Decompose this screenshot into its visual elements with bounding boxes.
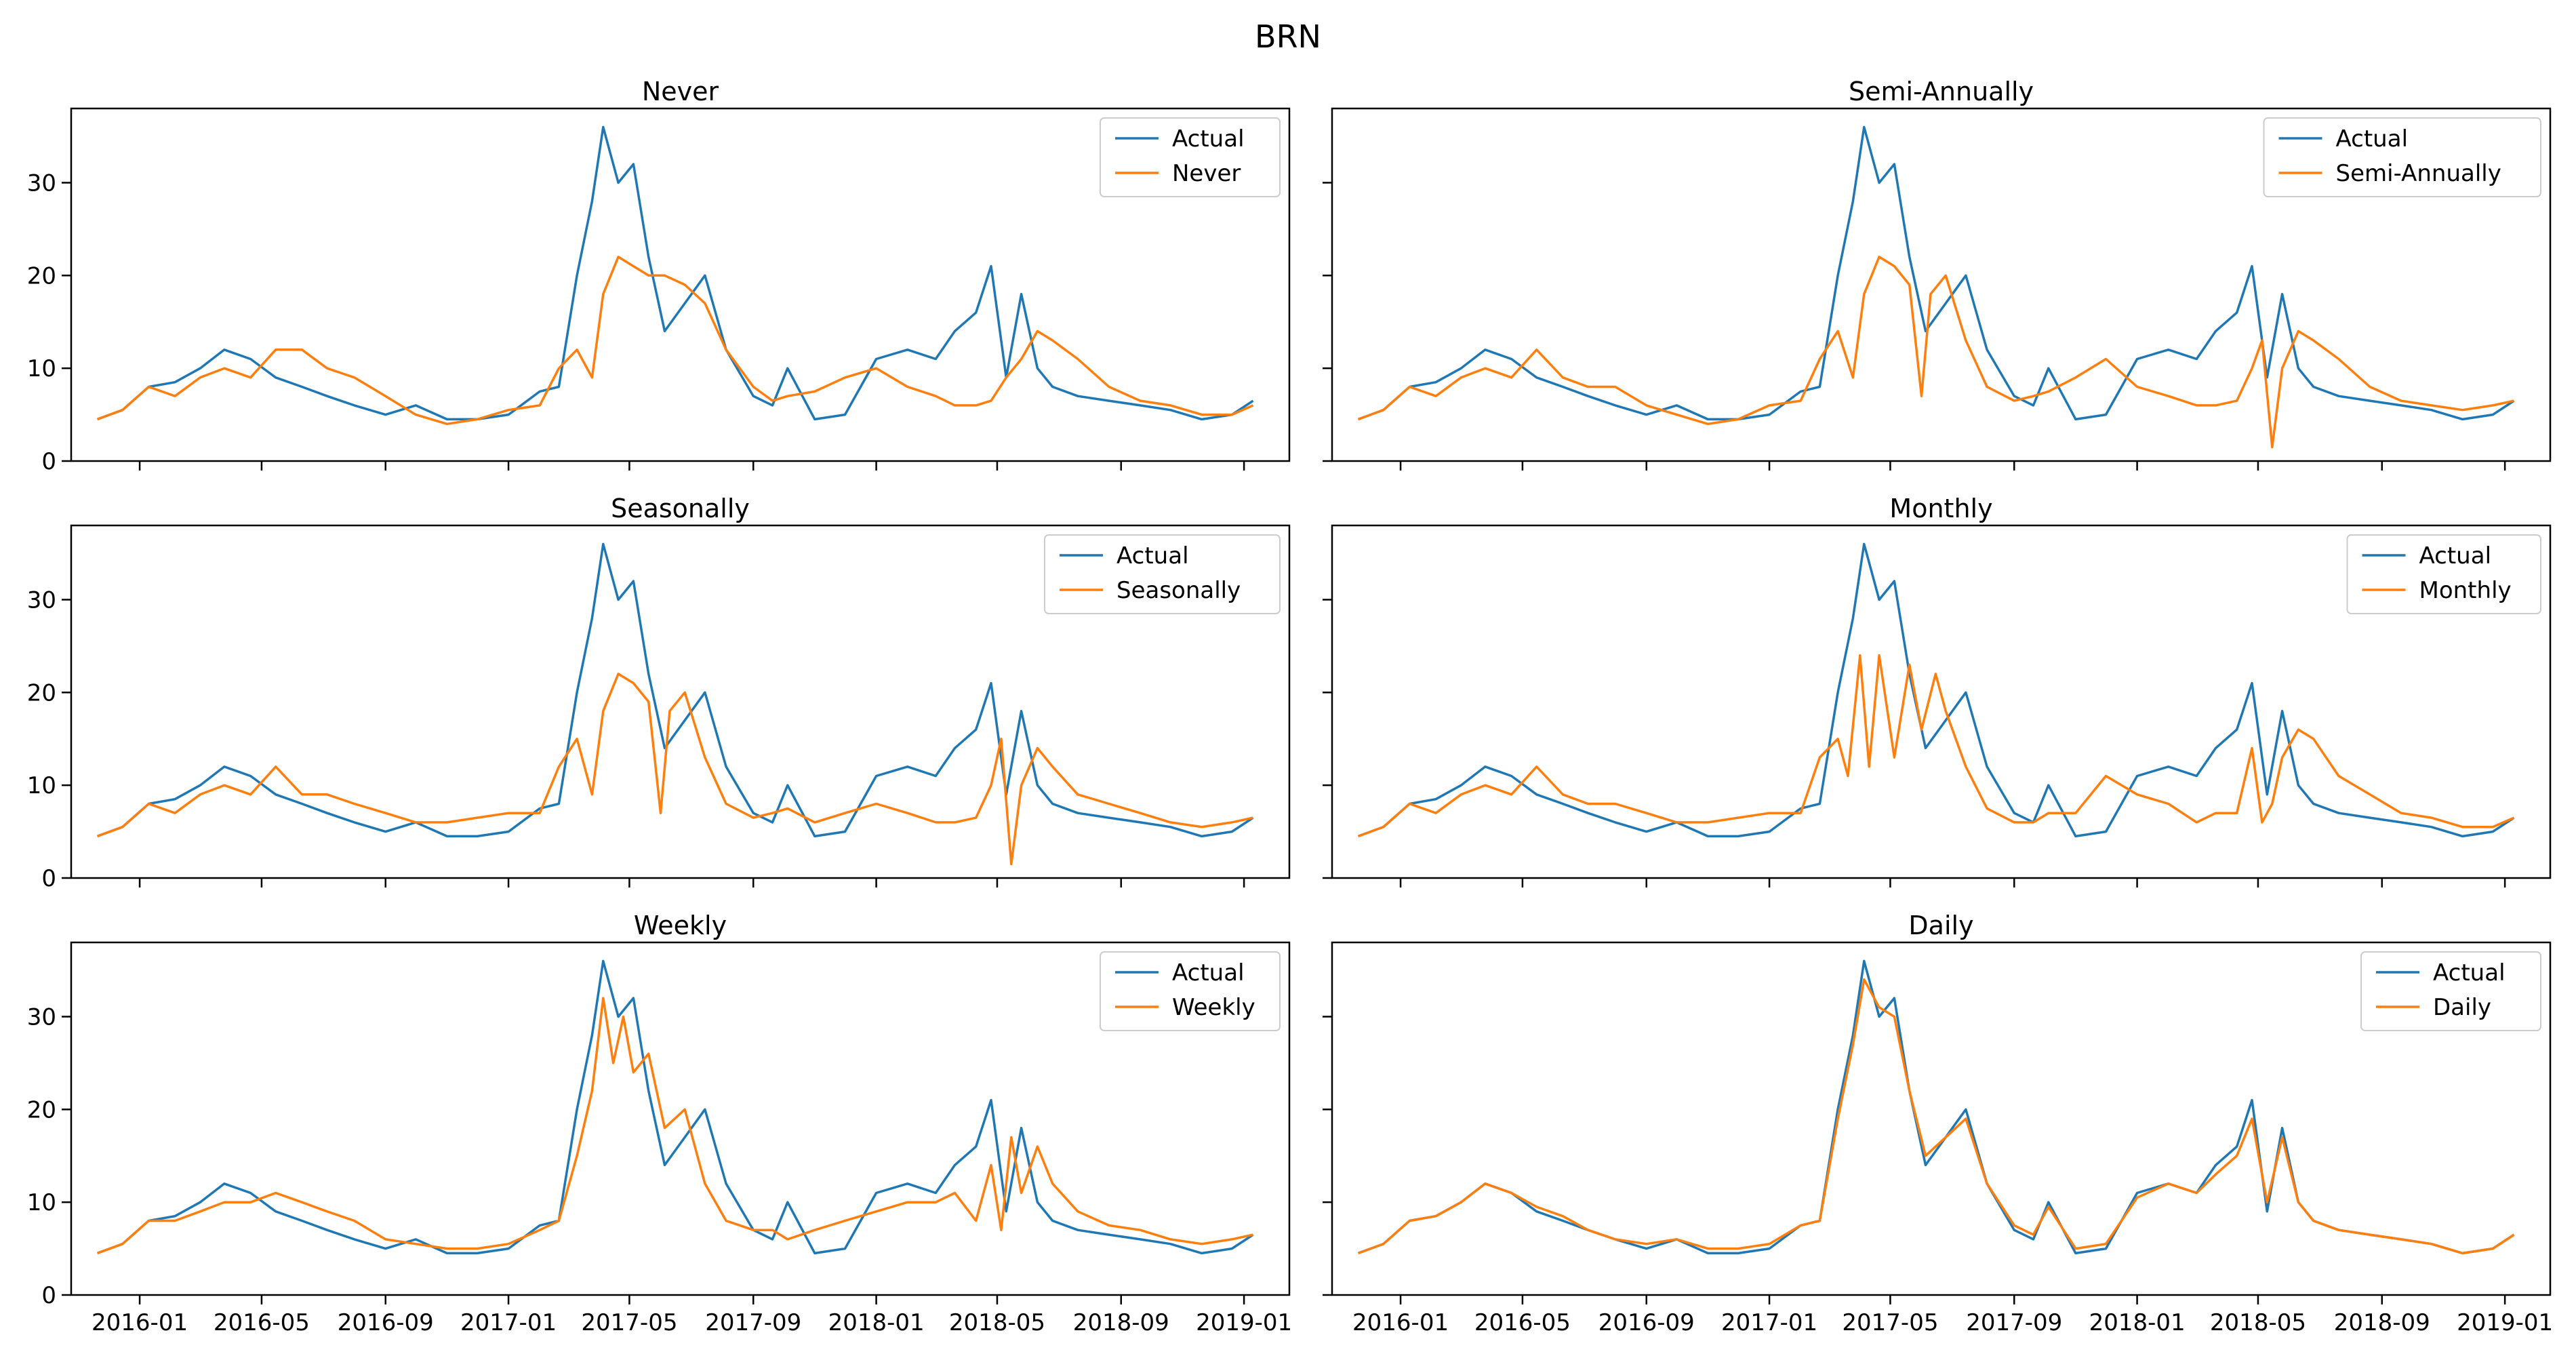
y-tick-label: 10 <box>27 772 56 799</box>
x-tick-label: 2017-01 <box>1721 1309 1817 1336</box>
series-line-actual <box>1357 542 2515 838</box>
series-line-never <box>96 256 1254 426</box>
legend-box <box>1044 534 1281 614</box>
x-tick-label: 2016-05 <box>1474 1309 1571 1336</box>
x-tick-label: 2018-09 <box>1073 1309 1169 1336</box>
x-tick-label: 2018-09 <box>2334 1309 2430 1336</box>
legend: Actual Daily <box>2360 951 2541 1031</box>
x-tick-label: 2018-01 <box>828 1309 925 1336</box>
legend-label: Never <box>1172 160 1241 187</box>
x-tick-label: 2019-01 <box>1196 1309 1292 1336</box>
axes-frame <box>1331 524 2552 879</box>
series-line-actual <box>96 542 1254 838</box>
figure-suptitle: BRN <box>1255 18 1321 55</box>
subplot-1: Semi-Annually Actual Semi-Annually <box>1323 77 2552 471</box>
series-line-actual <box>96 125 1254 421</box>
x-tick-label: 2017-01 <box>460 1309 557 1336</box>
axes-frame <box>70 107 1291 462</box>
subplot-3: Monthly Actual Monthly <box>1323 494 2552 888</box>
legend: Actual Seasonally <box>1044 534 1281 614</box>
series-line-seasonally <box>96 673 1253 866</box>
x-tick-label: 2016-01 <box>1352 1309 1449 1336</box>
axes-frame <box>1331 107 2552 462</box>
y-tick-label: 20 <box>27 262 56 290</box>
x-tick-label: 2017-05 <box>1842 1309 1938 1336</box>
subplot-title: Weekly <box>634 911 727 940</box>
x-tick-label: 2017-05 <box>581 1309 677 1336</box>
legend-label: Actual <box>2336 125 2409 153</box>
axes-frame <box>70 524 1291 879</box>
y-tick-label: 20 <box>27 1096 56 1123</box>
subplot-2: Seasonally 0 10 20 30 Actual Seasonally <box>27 494 1291 892</box>
x-tick-label: 2016-01 <box>92 1309 188 1336</box>
y-tick-label: 30 <box>27 586 56 614</box>
subplot-title: Monthly <box>1889 494 1992 523</box>
series-line-actual <box>96 959 1254 1255</box>
legend-label: Actual <box>1172 125 1245 153</box>
x-tick-label: 2016-09 <box>338 1309 434 1336</box>
legend-label: Daily <box>2433 994 2491 1021</box>
y-tick-label: 10 <box>27 1189 56 1216</box>
legend-label: Actual <box>2419 542 2492 570</box>
subplot-title: Seasonally <box>611 494 750 523</box>
x-tick-label: 2018-01 <box>2089 1309 2186 1336</box>
subplot-4: Weekly 0 10 20 30 2016-01 2016-05 2016-09 2017-0… <box>27 911 1292 1336</box>
x-tick-label: 2016-09 <box>1598 1309 1695 1336</box>
y-tick-label: 0 <box>41 865 56 892</box>
legend-label: Weekly <box>1172 994 1255 1021</box>
subplot-5: Daily 2016-01 2016-05 2016-09 2017-01 2017-05… <box>1323 911 2553 1336</box>
y-tick-label: 20 <box>27 679 56 706</box>
legend: Actual Never <box>1100 117 1281 197</box>
legend-box <box>2263 117 2541 197</box>
x-tick-label: 2017-09 <box>705 1309 801 1336</box>
x-tick-label: 2018-05 <box>2210 1309 2306 1336</box>
legend-label: Semi-Annually <box>2336 160 2501 187</box>
axes-frame <box>1331 941 2552 1296</box>
y-tick-label: 10 <box>27 355 56 382</box>
x-tick-label: 2017-09 <box>1966 1309 2062 1336</box>
legend: Actual Weekly <box>1100 951 1281 1031</box>
subplot-0: Never 0 10 20 30 Actual Never <box>27 77 1291 475</box>
x-tick-label: 2016-05 <box>214 1309 310 1336</box>
series-line-weekly <box>96 997 1253 1255</box>
series-line-semi-annually <box>1357 256 2514 449</box>
series-line-monthly <box>1357 654 2515 838</box>
y-tick-label: 30 <box>27 170 56 197</box>
x-tick-label: 2019-01 <box>2457 1309 2553 1336</box>
legend-label: Actual <box>1116 542 1189 570</box>
legend-label: Monthly <box>2419 577 2512 604</box>
legend-label: Seasonally <box>1116 577 1241 604</box>
series-line-daily <box>1357 978 2515 1255</box>
x-tick-label: 2018-05 <box>949 1309 1045 1336</box>
subplot-grid: Never0102030ActualNeverSemi-AnnuallyActu… <box>27 77 2553 1336</box>
subplot-title: Never <box>642 77 719 106</box>
subplot-title: Semi-Annually <box>1849 77 2034 106</box>
legend: Actual Semi-Annually <box>2263 117 2541 197</box>
subplot-title: Daily <box>1908 911 1973 940</box>
legend: Actual Monthly <box>2346 534 2541 614</box>
y-tick-label: 30 <box>27 1003 56 1031</box>
legend-label: Actual <box>1172 959 1245 986</box>
series-line-actual <box>1357 125 2515 421</box>
legend-label: Actual <box>2433 959 2505 986</box>
y-tick-label: 0 <box>41 1282 56 1309</box>
y-tick-label: 0 <box>41 448 56 475</box>
axes-frame <box>70 941 1291 1296</box>
